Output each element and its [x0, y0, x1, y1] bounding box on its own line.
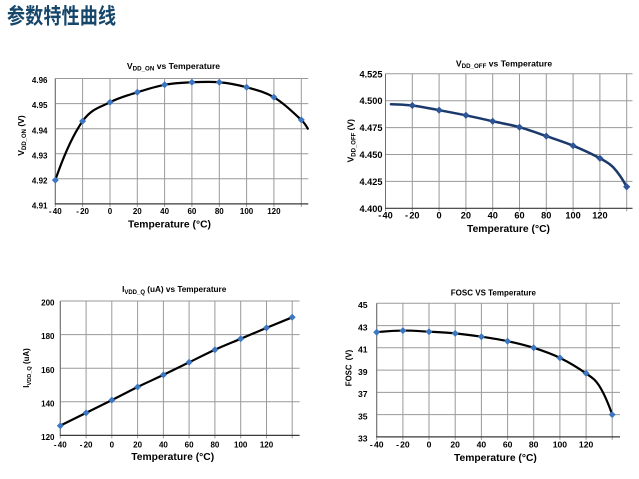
svg-text:40: 40 — [477, 439, 487, 449]
svg-text:Temperature (°C): Temperature (°C) — [131, 452, 214, 463]
svg-text:-40: -40 — [49, 207, 62, 216]
svg-text:-20: -20 — [80, 440, 93, 449]
svg-text:120: 120 — [41, 433, 55, 442]
svg-text:4.500: 4.500 — [360, 96, 383, 106]
svg-text:37: 37 — [358, 389, 368, 399]
svg-text:4.92: 4.92 — [32, 176, 48, 185]
svg-text:VDD_OFF (V): VDD_OFF (V) — [346, 119, 358, 163]
svg-text:4.450: 4.450 — [360, 150, 383, 160]
svg-text:0: 0 — [427, 439, 432, 449]
svg-text:140: 140 — [41, 399, 55, 408]
svg-text:4.525: 4.525 — [360, 69, 383, 79]
svg-text:-20: -20 — [396, 439, 410, 449]
svg-text:Temperature (°C): Temperature (°C) — [128, 219, 211, 230]
svg-text:120: 120 — [579, 439, 594, 449]
svg-text:60: 60 — [503, 439, 513, 449]
svg-text:4.425: 4.425 — [360, 177, 383, 187]
svg-text:35: 35 — [358, 411, 368, 421]
svg-text:4.91: 4.91 — [32, 202, 48, 211]
svg-text:60: 60 — [514, 211, 524, 221]
svg-text:IVDD_Q (uA): IVDD_Q (uA) — [22, 348, 33, 388]
svg-text:4.95: 4.95 — [32, 101, 48, 110]
svg-text:VDD_OFF vs Temperature: VDD_OFF vs Temperature — [456, 58, 552, 70]
svg-text:FOSC (V): FOSC (V) — [345, 349, 354, 386]
svg-text:160: 160 — [41, 366, 55, 375]
svg-text:FOSC VS Temperature: FOSC VS Temperature — [451, 288, 537, 297]
svg-text:120: 120 — [592, 211, 607, 221]
svg-text:45: 45 — [358, 300, 368, 310]
svg-text:0: 0 — [110, 440, 115, 449]
svg-text:120: 120 — [260, 440, 274, 449]
svg-text:VDD_ON vs Temperature: VDD_ON vs Temperature — [127, 61, 220, 73]
svg-text:-20: -20 — [405, 211, 419, 221]
svg-text:4.400: 4.400 — [360, 204, 383, 214]
svg-text:40: 40 — [160, 207, 169, 216]
svg-text:0: 0 — [437, 211, 442, 221]
svg-text:80: 80 — [215, 207, 224, 216]
svg-text:40: 40 — [159, 440, 168, 449]
svg-text:100: 100 — [234, 440, 248, 449]
svg-text:-40: -40 — [378, 211, 392, 221]
svg-text:VDD_ON (V): VDD_ON (V) — [16, 115, 28, 156]
svg-text:180: 180 — [41, 332, 55, 341]
svg-text:Temperature (°C): Temperature (°C) — [454, 453, 537, 464]
svg-text:20: 20 — [133, 440, 142, 449]
svg-text:200: 200 — [41, 299, 55, 308]
svg-text:Temperature (°C): Temperature (°C) — [467, 224, 550, 235]
svg-text:-20: -20 — [76, 207, 89, 216]
svg-text:80: 80 — [529, 439, 539, 449]
svg-text:20: 20 — [450, 439, 460, 449]
svg-text:120: 120 — [267, 207, 281, 216]
svg-text:41: 41 — [358, 345, 368, 355]
svg-text:40: 40 — [488, 211, 498, 221]
svg-text:60: 60 — [187, 207, 196, 216]
svg-text:-40: -40 — [370, 439, 384, 449]
svg-text:4.475: 4.475 — [360, 123, 383, 133]
svg-text:39: 39 — [358, 367, 368, 377]
svg-text:-40: -40 — [54, 440, 67, 449]
svg-text:0: 0 — [108, 207, 113, 216]
svg-text:IVDD_Q (uA) vs Temperature: IVDD_Q (uA) vs Temperature — [122, 285, 227, 296]
svg-text:100: 100 — [565, 211, 580, 221]
svg-text:20: 20 — [133, 207, 142, 216]
svg-text:100: 100 — [240, 207, 254, 216]
svg-text:33: 33 — [358, 434, 368, 444]
svg-text:80: 80 — [210, 440, 219, 449]
svg-text:80: 80 — [541, 211, 551, 221]
svg-text:4.96: 4.96 — [32, 76, 48, 85]
svg-text:60: 60 — [185, 440, 194, 449]
svg-text:4.93: 4.93 — [32, 151, 48, 160]
svg-text:4.94: 4.94 — [32, 126, 48, 135]
svg-text:20: 20 — [461, 211, 471, 221]
svg-text:100: 100 — [553, 439, 568, 449]
svg-text:43: 43 — [358, 322, 368, 332]
